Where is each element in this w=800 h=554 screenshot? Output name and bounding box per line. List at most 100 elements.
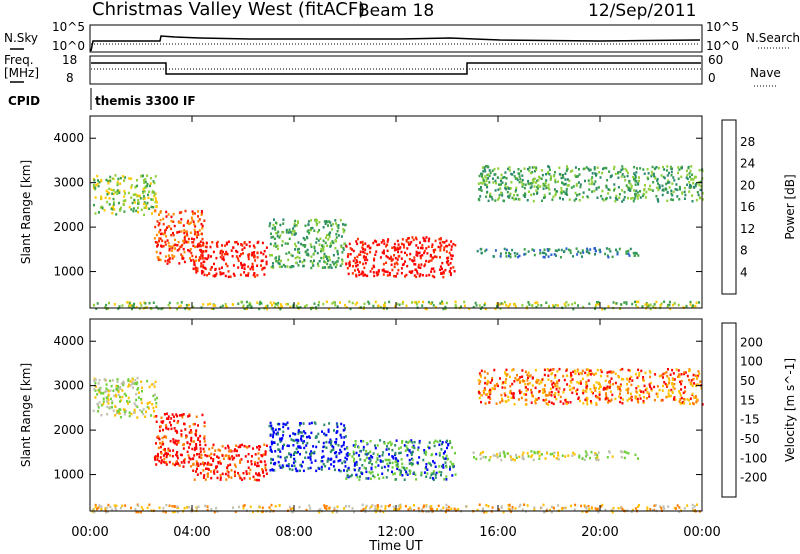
data-cell xyxy=(604,387,607,390)
data-cell xyxy=(487,505,490,508)
data-cell xyxy=(666,383,669,387)
data-cell xyxy=(122,380,125,383)
data-cell xyxy=(210,307,213,310)
data-cell xyxy=(123,410,126,414)
data-cell xyxy=(236,257,239,260)
data-cell xyxy=(493,368,496,372)
data-cell xyxy=(131,378,134,381)
data-cell xyxy=(481,173,484,176)
y-tick-label: 3000 xyxy=(53,176,84,190)
data-cell xyxy=(236,449,238,453)
data-cell xyxy=(595,401,598,405)
data-cell xyxy=(655,166,658,169)
data-cell xyxy=(589,388,592,391)
data-cell xyxy=(484,170,487,173)
data-cell xyxy=(381,269,384,272)
data-cell xyxy=(384,505,387,508)
data-cell xyxy=(512,394,515,397)
data-cell xyxy=(254,461,257,464)
data-cell xyxy=(156,241,159,244)
data-cell xyxy=(292,432,295,435)
data-cell xyxy=(214,304,217,307)
data-cell xyxy=(297,430,300,433)
data-cell xyxy=(428,505,431,509)
data-cell xyxy=(184,209,187,213)
beam-label: Beam 18 xyxy=(358,1,434,21)
data-cell xyxy=(243,271,246,274)
data-cell xyxy=(328,422,331,425)
data-cell xyxy=(183,238,186,242)
data-cell xyxy=(397,447,400,450)
data-cell xyxy=(594,180,597,183)
data-cell xyxy=(310,421,313,425)
data-cell xyxy=(614,372,617,376)
data-cell xyxy=(348,242,351,246)
data-cell xyxy=(502,381,505,384)
data-cell xyxy=(486,382,489,386)
data-cell xyxy=(438,454,441,457)
data-cell xyxy=(621,167,624,171)
data-cell xyxy=(163,231,166,235)
data-cell xyxy=(554,178,557,182)
data-cell xyxy=(526,382,529,386)
data-cell xyxy=(412,238,415,242)
data-cell xyxy=(335,263,338,266)
data-cell xyxy=(582,167,585,171)
data-cell xyxy=(134,508,137,511)
data-cell xyxy=(473,456,475,459)
data-cell xyxy=(642,376,645,379)
data-cell xyxy=(168,257,171,261)
data-cell xyxy=(278,464,281,467)
data-cell xyxy=(686,177,689,181)
data-cell xyxy=(106,389,109,392)
data-cell xyxy=(434,473,437,477)
data-cell xyxy=(676,195,679,198)
data-cell xyxy=(509,389,512,393)
data-cell xyxy=(188,446,190,449)
data-cell xyxy=(626,383,629,386)
data-cell xyxy=(252,510,254,514)
data-cell xyxy=(137,396,140,399)
data-cell xyxy=(646,509,649,512)
data-cell xyxy=(143,181,146,184)
data-cell xyxy=(550,175,553,178)
scatter-region xyxy=(268,421,347,473)
data-cell xyxy=(594,394,597,398)
data-cell xyxy=(618,193,621,196)
data-cell xyxy=(506,373,509,376)
data-cell xyxy=(166,259,169,262)
cpid-value: themis 3300 IF xyxy=(95,94,196,108)
data-cell xyxy=(553,506,555,510)
data-cell xyxy=(385,476,388,479)
data-cell xyxy=(315,241,318,244)
data-cell xyxy=(221,257,224,261)
data-cell xyxy=(524,382,527,386)
data-cell xyxy=(206,472,209,476)
data-cell xyxy=(431,256,434,259)
data-cell xyxy=(173,415,175,418)
data-cell xyxy=(631,302,634,306)
data-cell xyxy=(431,507,434,511)
data-cell xyxy=(527,250,530,253)
y-tick-label: 1000 xyxy=(53,468,84,482)
data-cell xyxy=(415,301,417,304)
data-cell xyxy=(156,201,158,204)
data-cell xyxy=(568,384,571,388)
data-cell xyxy=(193,223,196,226)
data-cell xyxy=(560,189,563,193)
data-cell xyxy=(177,240,180,244)
data-cell xyxy=(552,368,555,371)
data-cell xyxy=(133,382,136,385)
data-cell xyxy=(693,396,696,399)
data-cell xyxy=(527,376,529,379)
data-cell xyxy=(158,459,161,463)
data-cell xyxy=(411,462,414,466)
data-cell xyxy=(567,184,570,187)
data-cell xyxy=(123,381,126,385)
data-cell xyxy=(504,186,507,190)
data-cell xyxy=(564,178,567,181)
data-cell xyxy=(296,248,299,251)
data-cell xyxy=(306,435,308,439)
data-cell xyxy=(314,436,317,439)
data-cell xyxy=(588,182,591,186)
